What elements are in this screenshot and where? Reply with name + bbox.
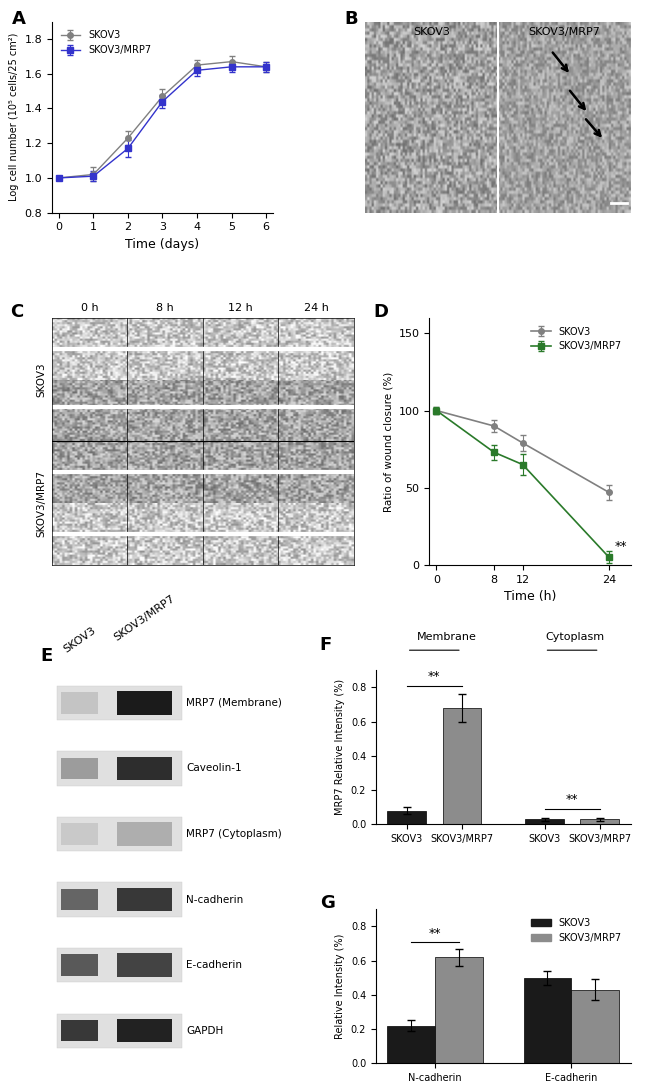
Text: 8 h: 8 h — [156, 303, 174, 312]
Bar — [61, 757, 98, 779]
Bar — [61, 692, 98, 714]
Text: MRP7 (Membrane): MRP7 (Membrane) — [187, 698, 282, 709]
Y-axis label: MRP7 Relative Intensity (%): MRP7 Relative Intensity (%) — [335, 679, 345, 815]
Bar — [387, 810, 426, 825]
Text: GAPDH: GAPDH — [187, 1025, 224, 1035]
Text: 24 h: 24 h — [304, 303, 328, 312]
Text: **: ** — [566, 793, 578, 806]
Bar — [117, 691, 172, 715]
Text: SKOV3: SKOV3 — [62, 625, 98, 654]
Bar — [571, 990, 619, 1063]
Bar — [61, 954, 98, 975]
Bar — [61, 889, 98, 910]
Text: SKOV3: SKOV3 — [36, 362, 46, 397]
Bar — [443, 707, 481, 825]
Y-axis label: Log cell number (10⁵ cells/25 cm²): Log cell number (10⁵ cells/25 cm²) — [9, 33, 19, 202]
X-axis label: Time (days): Time (days) — [125, 238, 200, 251]
Bar — [61, 1020, 98, 1042]
Text: N-cadherin: N-cadherin — [187, 894, 244, 905]
Bar — [61, 824, 98, 845]
Y-axis label: Ratio of wound closure (%): Ratio of wound closure (%) — [383, 371, 393, 511]
Bar — [57, 752, 181, 786]
Text: E: E — [40, 647, 53, 665]
Bar — [525, 819, 564, 825]
Text: A: A — [12, 10, 26, 28]
Text: D: D — [373, 303, 388, 321]
Legend: SKOV3, SKOV3/MRP7: SKOV3, SKOV3/MRP7 — [528, 914, 626, 946]
Bar — [117, 953, 172, 976]
Text: F: F — [320, 636, 332, 654]
Text: B: B — [344, 10, 358, 28]
Text: 0 h: 0 h — [81, 303, 99, 312]
Bar — [57, 948, 181, 982]
X-axis label: Time (h): Time (h) — [504, 590, 556, 603]
Y-axis label: Relative Intensity (%): Relative Intensity (%) — [335, 933, 345, 1039]
Text: G: G — [320, 894, 335, 911]
Bar — [117, 888, 172, 911]
Bar — [580, 819, 619, 825]
Text: SKOV3/MRP7: SKOV3/MRP7 — [112, 593, 177, 642]
Text: E-cadherin: E-cadherin — [187, 960, 242, 970]
Bar — [117, 822, 172, 846]
Text: **: ** — [615, 540, 627, 553]
Bar — [57, 686, 181, 720]
Bar — [117, 1019, 172, 1043]
Legend: SKOV3, SKOV3/MRP7: SKOV3, SKOV3/MRP7 — [528, 322, 626, 356]
Legend: SKOV3, SKOV3/MRP7: SKOV3, SKOV3/MRP7 — [57, 26, 155, 60]
Text: SKOV3/MRP7: SKOV3/MRP7 — [36, 470, 46, 537]
Text: SKOV3: SKOV3 — [413, 27, 450, 37]
Bar — [57, 882, 181, 917]
Text: 12 h: 12 h — [228, 303, 253, 312]
Text: Membrane: Membrane — [417, 633, 477, 642]
Bar — [117, 756, 172, 780]
Text: C: C — [10, 303, 23, 321]
Text: Cytoplasm: Cytoplasm — [545, 633, 604, 642]
Bar — [57, 1013, 181, 1048]
Bar — [57, 817, 181, 851]
Text: Caveolin-1: Caveolin-1 — [187, 764, 242, 774]
Bar — [524, 978, 571, 1063]
Text: **: ** — [428, 671, 441, 684]
Bar — [435, 957, 483, 1063]
Bar — [387, 1025, 435, 1063]
Text: MRP7 (Cytoplasm): MRP7 (Cytoplasm) — [187, 829, 282, 839]
Text: SKOV3/MRP7: SKOV3/MRP7 — [528, 27, 600, 37]
Text: **: ** — [429, 927, 441, 940]
